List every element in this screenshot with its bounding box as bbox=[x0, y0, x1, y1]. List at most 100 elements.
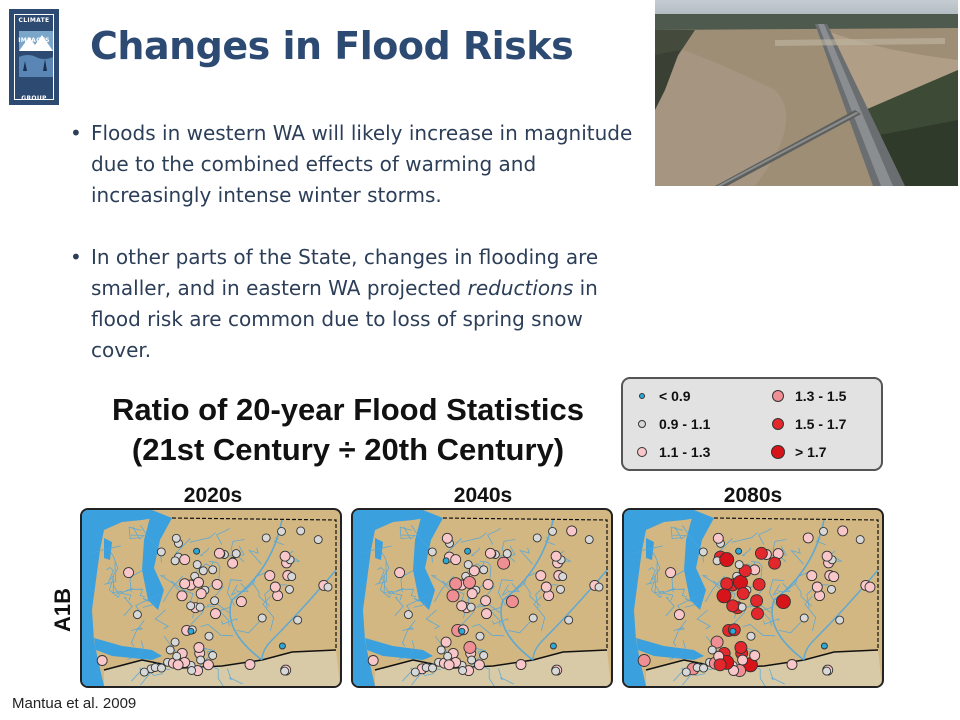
station-marker bbox=[231, 549, 241, 559]
station-marker bbox=[278, 642, 286, 650]
station-marker bbox=[394, 567, 406, 579]
station-marker bbox=[551, 666, 561, 676]
station-marker bbox=[855, 535, 865, 545]
station-marker bbox=[584, 535, 594, 545]
station-marker bbox=[198, 566, 208, 576]
station-marker bbox=[749, 650, 761, 661]
logo-mountain-icon bbox=[19, 31, 53, 77]
station-marker bbox=[820, 642, 828, 650]
station-marker bbox=[806, 570, 818, 582]
panel-label-2080s: 2080s bbox=[723, 484, 783, 507]
station-marker bbox=[775, 594, 791, 610]
legend-label: 1.5 - 1.7 bbox=[795, 416, 847, 432]
station-marker bbox=[443, 651, 453, 661]
station-marker bbox=[171, 533, 181, 543]
station-marker bbox=[208, 651, 218, 660]
logo-word-climate: CLIMATE bbox=[18, 17, 50, 24]
legend-item: 0.9 - 1.1 bbox=[635, 411, 710, 437]
bullet-item: In other parts of the State, changes in … bbox=[66, 242, 646, 366]
station-marker bbox=[187, 627, 195, 635]
station-marker bbox=[480, 595, 492, 607]
station-marker bbox=[123, 567, 135, 579]
legend-label: < 0.9 bbox=[659, 388, 691, 404]
station-marker bbox=[828, 571, 840, 583]
washington-map bbox=[624, 510, 882, 686]
climate-impacts-group-logo: CLIMATE IMPACTS GROUP bbox=[9, 9, 59, 105]
bullet-text: In other parts of the State, changes in … bbox=[91, 245, 599, 300]
station-marker bbox=[210, 596, 220, 606]
station-marker bbox=[736, 587, 750, 601]
legend-dot-icon bbox=[772, 418, 784, 430]
station-marker bbox=[296, 526, 306, 536]
station-marker bbox=[466, 588, 478, 600]
station-marker bbox=[403, 610, 413, 620]
station-marker bbox=[799, 613, 809, 623]
station-marker bbox=[436, 645, 446, 655]
legend-item: 1.5 - 1.7 bbox=[771, 411, 846, 437]
station-marker bbox=[835, 615, 845, 625]
station-marker bbox=[156, 547, 166, 557]
station-marker bbox=[179, 554, 191, 566]
station-marker bbox=[502, 549, 512, 559]
station-marker bbox=[139, 667, 149, 677]
legend-dot-icon bbox=[771, 445, 785, 459]
legend-dot-icon bbox=[639, 393, 645, 399]
station-marker bbox=[713, 658, 727, 672]
station-marker bbox=[564, 615, 574, 625]
station-marker bbox=[729, 627, 737, 635]
station-marker bbox=[193, 576, 204, 588]
station-marker bbox=[716, 588, 732, 604]
station-marker bbox=[202, 659, 214, 671]
slide-title: Changes in Flood Risks bbox=[90, 24, 574, 68]
map-panel-2040s bbox=[351, 508, 613, 688]
station-marker bbox=[323, 582, 333, 592]
bullet-text: Floods in western WA will likely increas… bbox=[91, 121, 633, 207]
station-marker bbox=[367, 655, 379, 666]
station-marker bbox=[285, 584, 294, 594]
station-marker bbox=[179, 578, 191, 590]
station-marker bbox=[458, 666, 468, 675]
station-marker bbox=[827, 584, 836, 594]
figure-title-line-1: Ratio of 20-year Flood Statistics bbox=[112, 392, 584, 427]
station-marker bbox=[96, 655, 108, 666]
station-marker bbox=[208, 565, 218, 575]
legend-item: < 0.9 bbox=[635, 383, 691, 409]
legend-item: 1.3 - 1.5 bbox=[771, 383, 846, 409]
legend-label: 0.9 - 1.1 bbox=[659, 416, 711, 432]
station-marker bbox=[556, 584, 565, 594]
figure-title-line-2: (21st Century ÷ 20th Century) bbox=[131, 432, 565, 467]
station-marker bbox=[479, 565, 489, 575]
station-marker bbox=[665, 567, 677, 579]
station-marker bbox=[170, 556, 180, 566]
map-panel-2020s bbox=[80, 508, 342, 688]
station-marker bbox=[165, 645, 175, 655]
station-marker bbox=[550, 550, 562, 562]
station-marker bbox=[132, 610, 142, 620]
bullet-list: Floods in western WA will likely increas… bbox=[66, 118, 646, 397]
logo-word-group: GROUP bbox=[21, 95, 47, 102]
logo-frame: CLIMATE IMPACTS GROUP bbox=[14, 14, 54, 102]
washington-map bbox=[82, 510, 340, 686]
station-marker bbox=[720, 577, 734, 591]
station-marker bbox=[269, 581, 281, 593]
station-marker bbox=[735, 547, 743, 555]
station-marker bbox=[698, 547, 708, 557]
station-marker bbox=[594, 582, 604, 592]
station-marker bbox=[449, 577, 463, 591]
station-marker bbox=[726, 599, 740, 613]
station-marker bbox=[443, 659, 455, 671]
station-marker bbox=[463, 575, 476, 589]
station-marker bbox=[176, 590, 188, 602]
station-marker bbox=[707, 645, 717, 655]
station-marker bbox=[750, 594, 764, 608]
panel-label-2020s: 2020s bbox=[183, 484, 243, 507]
station-marker bbox=[475, 631, 485, 641]
station-marker bbox=[257, 613, 267, 623]
station-marker bbox=[428, 663, 437, 673]
station-marker bbox=[737, 654, 749, 666]
station-marker bbox=[446, 589, 460, 603]
station-marker bbox=[733, 574, 748, 590]
station-marker bbox=[479, 651, 489, 660]
station-marker bbox=[187, 666, 197, 675]
station-marker bbox=[172, 651, 182, 661]
